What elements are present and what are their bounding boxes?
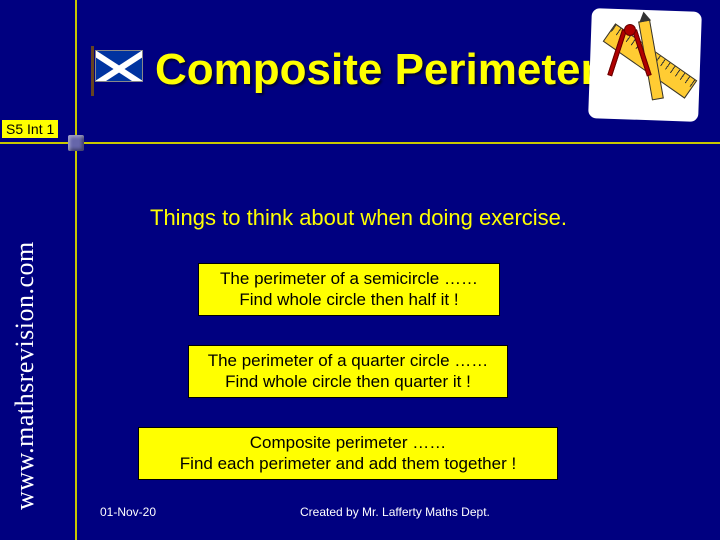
tip-line: Find whole circle then quarter it ! (199, 371, 497, 392)
tip-box: Composite perimeter …… Find each perimet… (138, 427, 558, 480)
website-label: www.mathsrevision.com (10, 241, 40, 510)
tip-box: The perimeter of a quarter circle …… Fin… (188, 345, 508, 398)
page-title: Composite Perimeter (155, 45, 598, 95)
footer-credit: Created by Mr. Lafferty Maths Dept. (300, 505, 490, 519)
tip-line: Composite perimeter …… (149, 432, 547, 453)
tip-line: Find each perimeter and add them togethe… (149, 453, 547, 474)
slide: Composite Perimeter S5 Int 1 www.mathsre… (0, 0, 720, 540)
tip-line: Find whole circle then half it ! (209, 289, 489, 310)
tip-box: The perimeter of a semicircle …… Find wh… (198, 263, 500, 316)
vertical-rule (75, 0, 77, 540)
horizontal-rule (0, 142, 720, 144)
tip-line: The perimeter of a semicircle …… (209, 268, 489, 289)
tip-line: The perimeter of a quarter circle …… (199, 350, 497, 371)
footer-date: 01-Nov-20 (100, 505, 156, 519)
subtitle: Things to think about when doing exercis… (150, 205, 567, 231)
level-badge: S5 Int 1 (2, 120, 58, 138)
flag-icon (95, 50, 143, 82)
corner-bullet-icon (68, 135, 84, 151)
tools-illustration-icon (590, 10, 700, 120)
